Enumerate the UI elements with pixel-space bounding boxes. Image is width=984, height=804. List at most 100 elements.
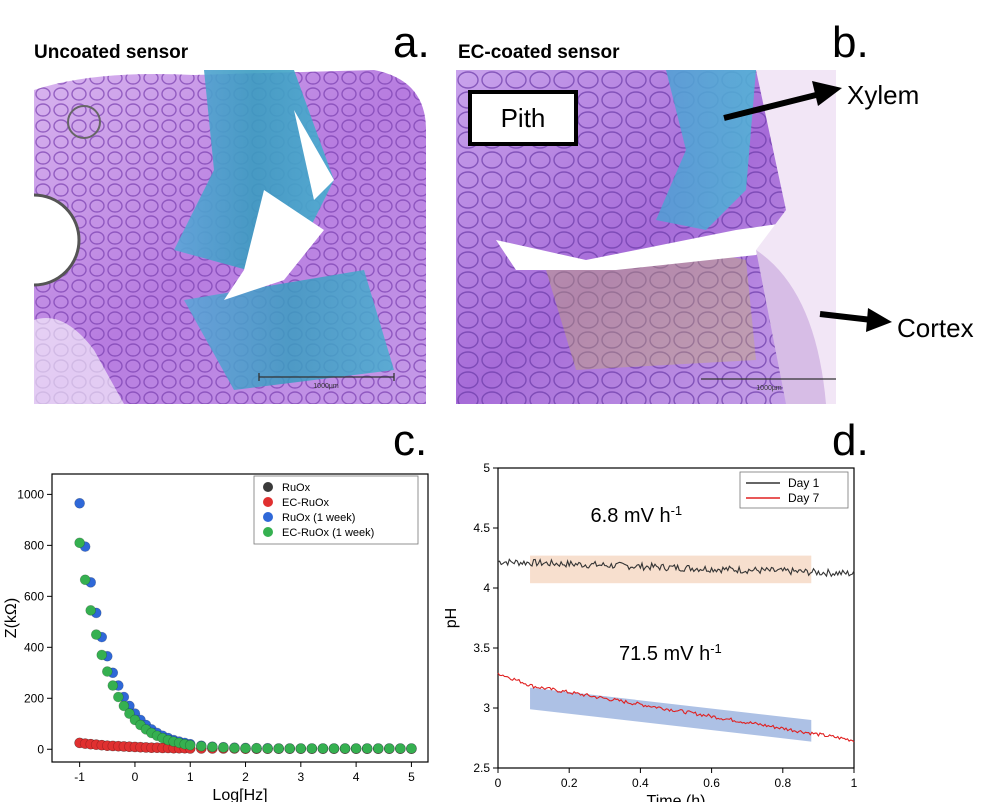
data-point [317,743,329,754]
slope-annotation-day7: 71.5 mV h-1 [619,641,722,665]
x-tick-label: 1 [187,770,194,784]
slope-annotation-day7-sup: -1 [710,641,722,656]
data-point [74,537,85,549]
data-point [328,743,340,754]
panel-b-title: EC-coated sensor [458,42,620,63]
xylem-arrow [723,91,821,121]
panel-a-title: Uncoated sensor [34,42,189,63]
legend-label: EC-RuOx (1 week) [282,527,374,539]
legend-label: Day 7 [788,491,820,505]
y-tick-label: 2.5 [473,761,490,775]
x-tick-label: 0.4 [632,776,649,790]
data-point [372,743,384,754]
pith-label: Pith [500,102,546,133]
legend-label: EC-RuOx [282,497,330,509]
x-tick-label: 4 [353,770,360,784]
data-point [118,700,130,712]
panel-c-letter: c. [393,416,428,465]
data-point [207,741,218,753]
y-tick-label: 1000 [17,487,44,501]
cortex-label: Cortex [897,313,974,343]
x-tick-label: 2 [242,770,249,784]
x-axis-label: Log[Hz] [212,787,267,802]
data-point [306,743,318,754]
y-tick-label: 0 [37,742,44,756]
slope-annotation-day1: 6.8 mV h-1 [591,503,683,527]
legend-label: RuOx [282,482,311,494]
data-point [406,743,417,754]
x-tick-label: 0.8 [774,776,791,790]
day1-highlight-band [530,555,812,584]
x-tick-label: 1 [851,776,858,790]
y-tick-label: 800 [24,538,44,552]
plot-frame [497,467,855,769]
y-tick-label: 400 [24,640,44,654]
micrograph-uncoated: 1000µm [34,70,426,404]
data-point [361,743,373,754]
y-tick-label: 4.5 [473,521,490,535]
legend-box [253,475,419,545]
data-point [251,742,262,754]
data-point [96,649,108,661]
data-point [74,498,85,509]
x-tick-label: 0.2 [561,776,578,790]
data-point [195,740,207,752]
x-tick-label: 5 [408,770,415,784]
legend-marker [263,482,273,492]
panel-a-letter: a. [393,18,430,67]
x-tick-label: 0.6 [703,776,720,790]
y-axis-label: pH [443,608,460,628]
series-day-7-line [497,672,855,743]
x-tick-label: 3 [297,770,304,784]
y-tick-label: 200 [24,691,44,705]
data-point [262,743,273,754]
slope-annotation-day1-sup: -1 [671,503,683,518]
data-point [395,743,406,754]
data-point [101,666,113,677]
legend-marker [263,512,273,522]
data-point [229,742,240,754]
cortex-arrow [819,311,873,323]
cortex-arrowhead [866,308,892,332]
data-point [284,743,296,754]
data-point [218,742,229,753]
y-tick-label: 4 [483,581,490,595]
y-tick-label: 600 [24,589,44,603]
x-tick-label: -1 [74,770,85,784]
legend-marker [263,527,273,537]
xylem-label: Xylem [847,80,920,110]
series-ec-ruox-1-week- [74,537,417,754]
y-axis-label: Z(kΩ) [3,598,20,638]
data-point [383,743,395,754]
data-point [79,574,91,586]
day7-highlight-band [530,687,812,742]
data-point [85,605,97,616]
xylem-arrowhead [812,81,842,106]
legend-label: Day 1 [788,476,820,490]
data-point [295,743,307,754]
pith-label-box: Pith [468,90,578,146]
data-point [240,742,251,754]
data-point [350,743,362,754]
data-point [339,743,351,754]
y-tick-label: 5 [483,462,490,475]
ph-chart: 0 0.2 0.4 0.6 0.8 1 2.5 3 3.5 4 4.5 5 Time (h) pH 6.8 … [443,462,858,802]
x-axis-label: Time (h) [647,793,706,802]
legend-marker [263,497,273,507]
data-point [107,680,119,691]
series-day-1-line [497,558,855,578]
panel-b-letter: b. [832,18,869,67]
scalebar-a-label: 1000µm [313,383,339,390]
panel-d-letter: d. [832,416,869,465]
y-tick-label: 3.5 [473,641,490,655]
data-point [90,629,102,640]
y-tick-label: 3 [483,701,490,715]
legend-box [739,471,849,509]
x-tick-label: 0 [495,776,502,790]
data-point [113,691,124,703]
legend-label: RuOx (1 week) [282,512,355,524]
data-point [273,743,285,754]
scalebar-b-label: 1000µm [756,385,782,392]
impedance-chart: -1 0 1 2 3 4 5 0 200 400 600 800 1000 Log[Hz] Z(kΩ) RuO… [3,473,429,802]
